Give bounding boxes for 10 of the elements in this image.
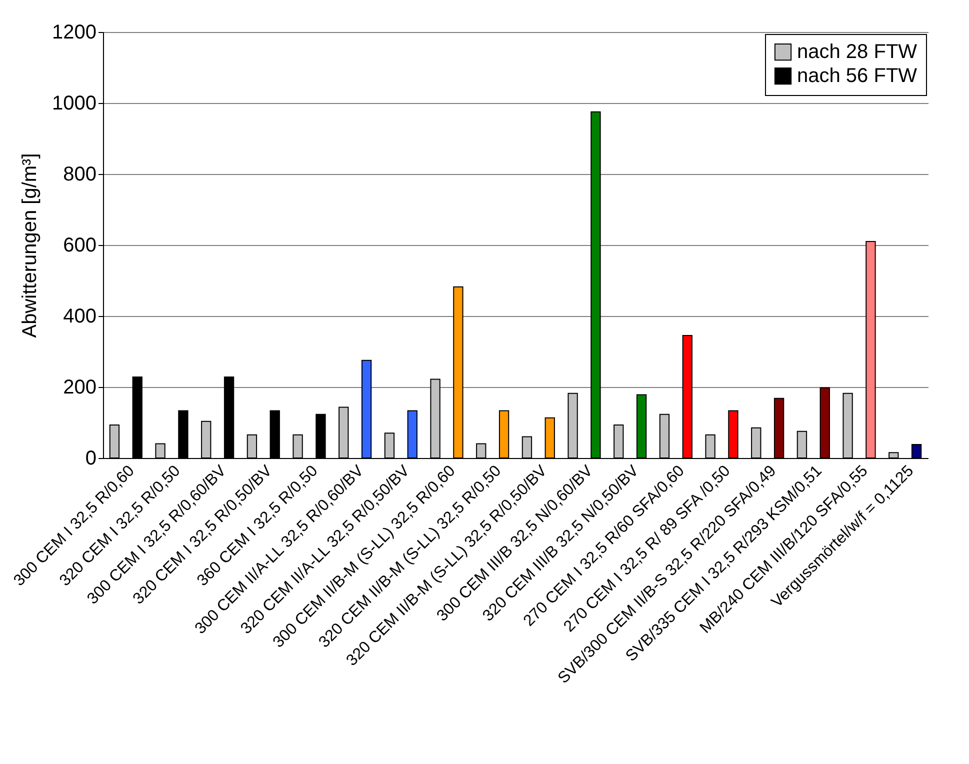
y-tick-label: 200 bbox=[63, 376, 96, 398]
legend-label: nach 28 FTW bbox=[797, 41, 918, 63]
y-tick-label: 600 bbox=[63, 234, 96, 256]
y-tick-label: 0 bbox=[85, 448, 96, 470]
y-tick-label: 800 bbox=[63, 164, 96, 186]
legend-label: nach 56 FTW bbox=[797, 65, 918, 87]
y-tick-label: 1200 bbox=[52, 22, 96, 44]
y-tick-label: 1000 bbox=[52, 92, 96, 114]
y-tick-label: 400 bbox=[63, 306, 96, 328]
y-axis-title: Abwitterungen [g/m³] bbox=[19, 153, 42, 338]
